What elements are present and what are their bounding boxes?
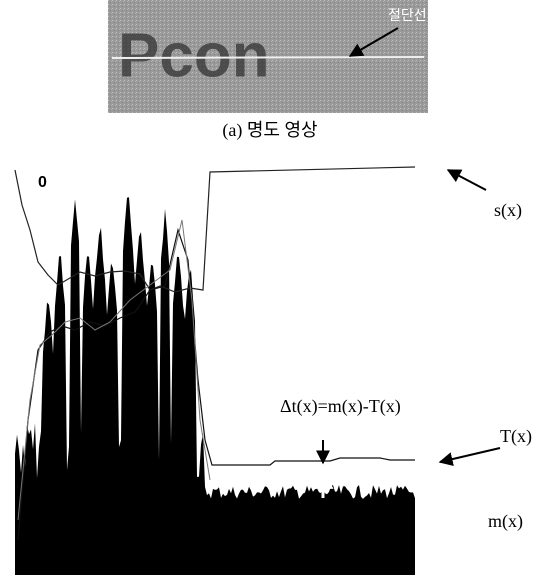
- signal-plot: 0: [15, 167, 415, 575]
- image-text: Pcon: [118, 21, 270, 90]
- cut-line-label: 절단선: [388, 8, 427, 24]
- figure: Pcon 절단선 (a) 명도 영상 0 s(x) Δt(x)=m(x)-T(x…: [0, 0, 541, 575]
- s-label: s(x): [494, 200, 522, 221]
- delta-label: Δt(x)=m(x)-T(x): [280, 396, 401, 417]
- brightness-image: Pcon 절단선: [108, 0, 428, 113]
- cut-line: [112, 57, 424, 58]
- t-label: T(x): [500, 426, 532, 447]
- s-arrow: [448, 170, 486, 190]
- m-signal: [15, 197, 415, 575]
- t-arrow: [440, 448, 500, 462]
- caption: (a) 명도 영상: [222, 120, 317, 141]
- origin-label: 0: [38, 174, 47, 191]
- m-label: m(x): [488, 511, 523, 532]
